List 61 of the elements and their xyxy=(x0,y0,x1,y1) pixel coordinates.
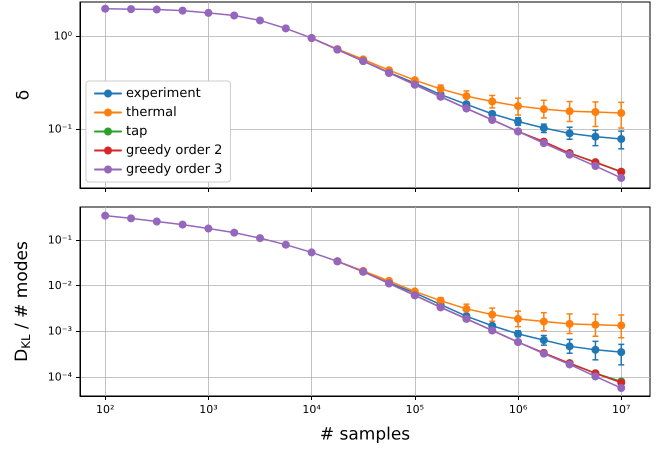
point xyxy=(178,220,187,229)
legend-label: tap xyxy=(126,124,148,139)
point xyxy=(591,320,600,329)
y-tick-label: 10⁻¹ xyxy=(48,234,72,247)
point xyxy=(617,384,626,392)
y-tick-label: 10⁻¹ xyxy=(48,122,72,136)
point xyxy=(256,16,264,24)
point xyxy=(308,248,316,256)
point xyxy=(204,224,212,232)
point xyxy=(540,318,548,326)
point xyxy=(127,214,136,222)
point xyxy=(514,102,522,110)
point xyxy=(566,129,574,138)
point xyxy=(617,348,626,356)
point xyxy=(591,108,600,116)
x-tick-label: 10⁶ xyxy=(508,403,528,416)
point xyxy=(540,105,548,114)
point xyxy=(488,310,496,319)
point xyxy=(591,132,600,141)
point xyxy=(127,5,136,14)
y-tick-label: 10⁻² xyxy=(48,279,72,292)
point xyxy=(591,162,600,170)
point xyxy=(282,24,290,32)
legend-label: experiment xyxy=(126,86,201,101)
legend-label: greedy order 3 xyxy=(126,162,222,177)
legend-label: greedy order 2 xyxy=(126,143,222,158)
point xyxy=(617,109,626,118)
point xyxy=(230,228,238,237)
point xyxy=(256,234,264,242)
x-tick-label: 10² xyxy=(96,403,114,416)
point xyxy=(101,4,110,13)
point xyxy=(591,346,600,354)
legend-label: thermal xyxy=(126,105,177,120)
point xyxy=(204,8,212,17)
y-tick-label: 10⁻³ xyxy=(48,324,72,338)
x-tick-label: 10³ xyxy=(199,403,218,416)
point xyxy=(178,6,187,15)
point xyxy=(617,321,626,330)
point xyxy=(230,11,238,20)
point xyxy=(566,107,574,116)
point xyxy=(617,174,626,182)
x-tick-label: 10⁵ xyxy=(406,403,424,416)
point xyxy=(617,135,626,144)
point xyxy=(566,342,574,350)
x-tick-label: 10⁷ xyxy=(612,403,630,416)
x-axis-title: # samples xyxy=(320,424,410,444)
point xyxy=(488,98,496,106)
x-tick-label: 10⁴ xyxy=(302,403,322,416)
y-axis-title: δ xyxy=(14,90,34,100)
point xyxy=(514,314,522,323)
point xyxy=(566,320,574,328)
y-axis-title: DKL / # modes xyxy=(12,240,33,362)
point xyxy=(462,92,470,100)
y-tick-label: 10⁻⁴ xyxy=(48,370,73,384)
y-tick-label: 10⁰ xyxy=(54,29,73,42)
point xyxy=(282,240,290,249)
point xyxy=(152,6,161,14)
point xyxy=(436,296,445,305)
point xyxy=(152,217,161,226)
point xyxy=(591,372,600,380)
point xyxy=(101,212,110,220)
